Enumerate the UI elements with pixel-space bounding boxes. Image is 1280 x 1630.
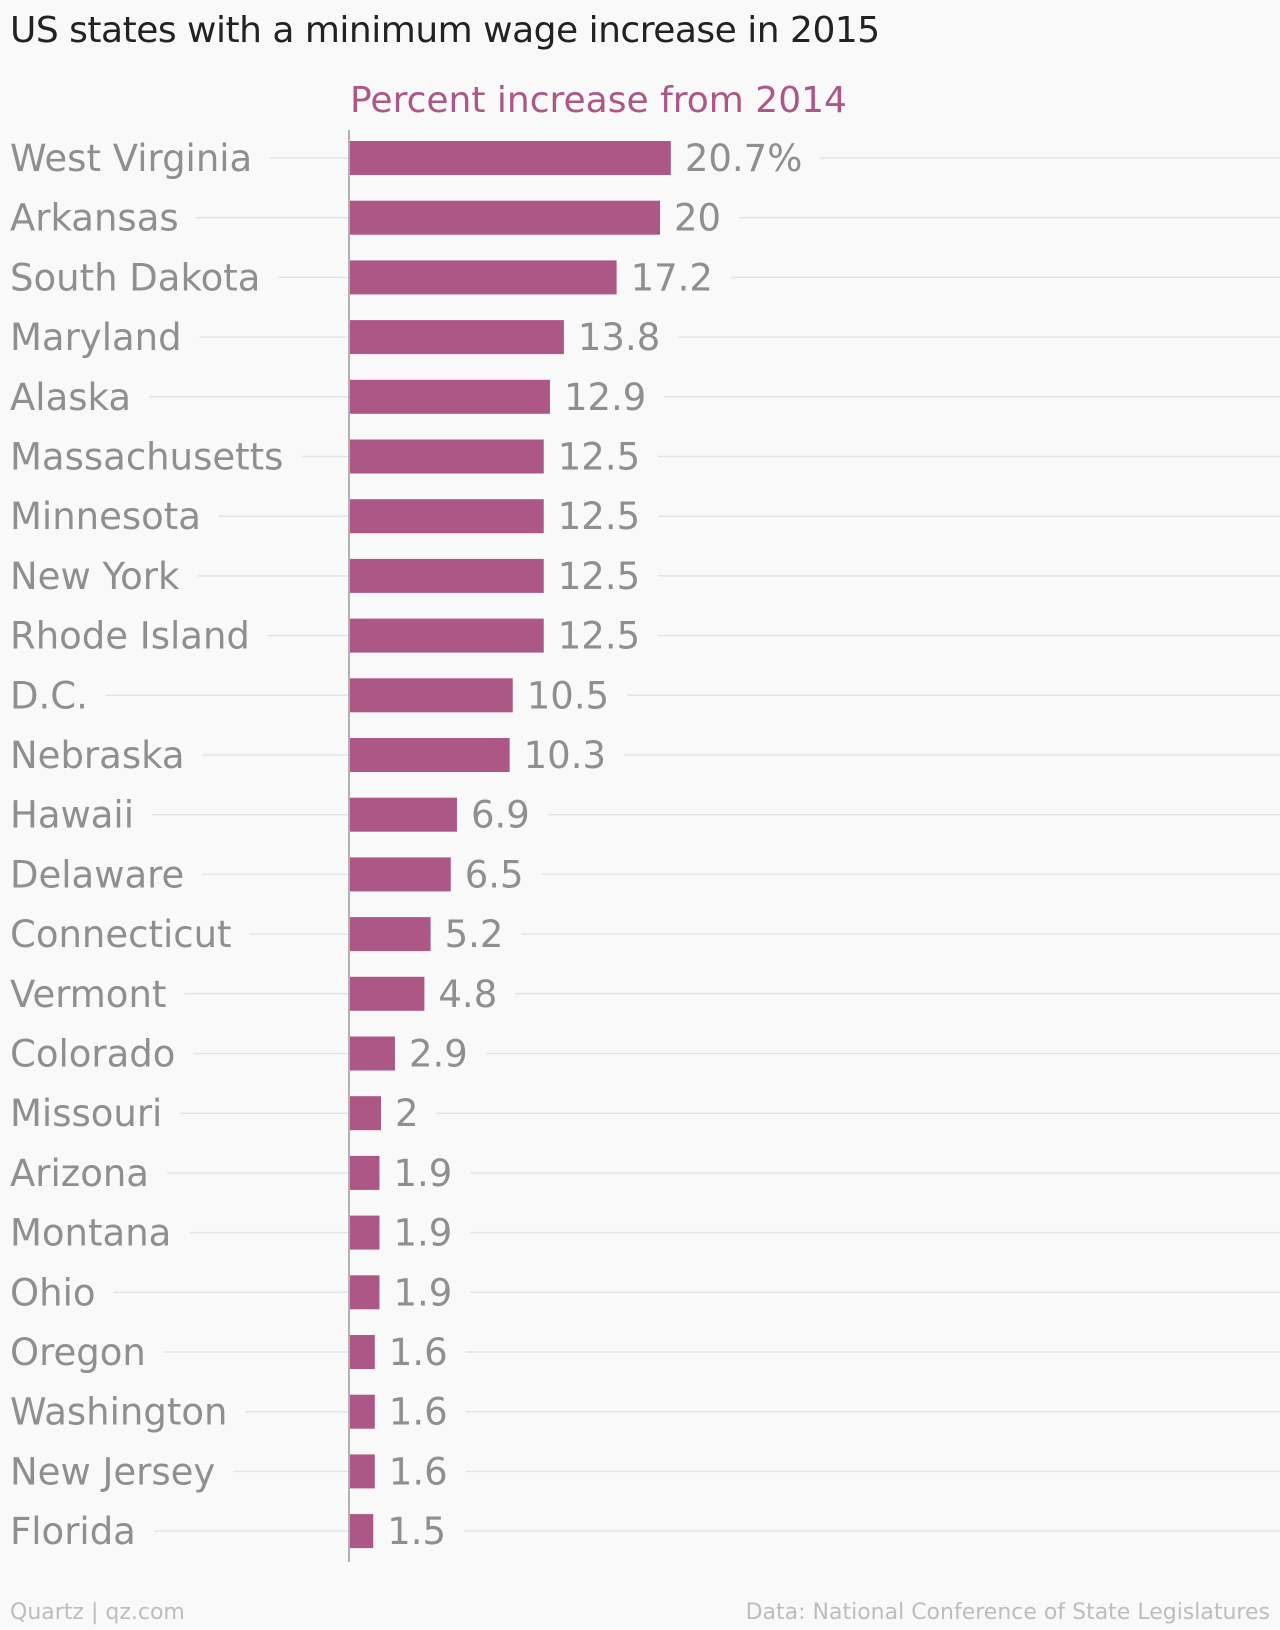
category-label: Oregon xyxy=(10,1331,146,1374)
category-label: Washington xyxy=(10,1391,227,1434)
category-label: Arkansas xyxy=(10,197,179,240)
bar xyxy=(350,1215,380,1250)
value-label: 1.6 xyxy=(389,1391,448,1434)
footer-source-left: Quartz | qz.com xyxy=(10,1600,185,1625)
bar xyxy=(350,618,544,653)
value-label: 6.9 xyxy=(471,794,530,837)
bar xyxy=(350,917,431,952)
bar xyxy=(350,738,510,772)
category-label: Montana xyxy=(10,1212,171,1255)
category-label: Connecticut xyxy=(10,913,232,956)
category-label: Minnesota xyxy=(10,495,201,538)
category-label: D.C. xyxy=(10,674,88,717)
bar xyxy=(350,1275,380,1310)
category-label: Alaska xyxy=(10,376,131,419)
value-label: 6.5 xyxy=(465,853,524,896)
value-label: 1.5 xyxy=(387,1510,446,1553)
bar xyxy=(350,499,544,534)
value-label: 1.6 xyxy=(389,1450,448,1493)
value-label: 10.3 xyxy=(524,734,606,777)
value-label: 1.9 xyxy=(393,1212,452,1255)
value-label: 12.5 xyxy=(558,436,640,479)
bar xyxy=(350,1394,375,1429)
bar xyxy=(350,1036,395,1071)
bar xyxy=(350,1096,381,1131)
category-label: South Dakota xyxy=(10,256,260,299)
value-label: 2.9 xyxy=(409,1033,468,1076)
category-label: Missouri xyxy=(10,1092,162,1135)
value-label: 17.2 xyxy=(631,256,713,299)
bar xyxy=(350,558,544,593)
value-label: 12.5 xyxy=(558,615,640,658)
bar xyxy=(350,379,550,414)
value-label: 5.2 xyxy=(445,913,504,956)
bar xyxy=(350,1155,380,1190)
category-label: Massachusetts xyxy=(10,436,283,479)
bar xyxy=(350,141,671,175)
bar xyxy=(350,1454,375,1489)
category-label: Rhode Island xyxy=(10,615,250,658)
category-label: Arizona xyxy=(10,1152,149,1195)
category-label: Nebraska xyxy=(10,734,185,777)
bar xyxy=(350,320,564,355)
bar xyxy=(350,857,451,892)
category-label: Vermont xyxy=(10,973,166,1016)
value-label: 12.5 xyxy=(558,495,640,538)
category-label: Florida xyxy=(10,1510,136,1553)
bar xyxy=(350,260,617,295)
category-label: Colorado xyxy=(10,1033,175,1076)
value-label: 4.8 xyxy=(438,973,497,1016)
value-label: 20.7% xyxy=(685,137,803,180)
bar xyxy=(350,200,660,235)
category-label: Delaware xyxy=(10,853,184,896)
category-label: New York xyxy=(10,555,180,598)
value-label: 10.5 xyxy=(527,674,609,717)
category-label: West Virginia xyxy=(10,137,252,180)
chart-title: US states with a minimum wage increase i… xyxy=(10,10,880,51)
value-label: 1.9 xyxy=(393,1152,452,1195)
bar xyxy=(350,439,544,474)
value-label: 20 xyxy=(674,197,721,240)
value-label: 13.8 xyxy=(578,316,660,359)
bar xyxy=(350,797,457,832)
value-label: 12.9 xyxy=(564,376,646,419)
bar xyxy=(350,678,513,713)
value-label: 2 xyxy=(395,1092,419,1135)
footer-source-right: Data: National Conference of State Legis… xyxy=(745,1600,1270,1625)
bar xyxy=(350,1335,375,1369)
value-label: 1.9 xyxy=(393,1271,452,1314)
category-label: Hawaii xyxy=(10,794,134,837)
category-label: Maryland xyxy=(10,316,182,359)
value-label: 1.6 xyxy=(389,1331,448,1374)
chart-subtitle: Percent increase from 2014 xyxy=(350,80,847,121)
bar-chart: Percent increase from 2014 West Virginia… xyxy=(10,80,1280,1562)
category-label: New Jersey xyxy=(10,1450,215,1493)
category-label: Ohio xyxy=(10,1271,96,1314)
bar xyxy=(350,1514,374,1549)
value-label: 12.5 xyxy=(558,555,640,598)
bar xyxy=(350,976,425,1011)
